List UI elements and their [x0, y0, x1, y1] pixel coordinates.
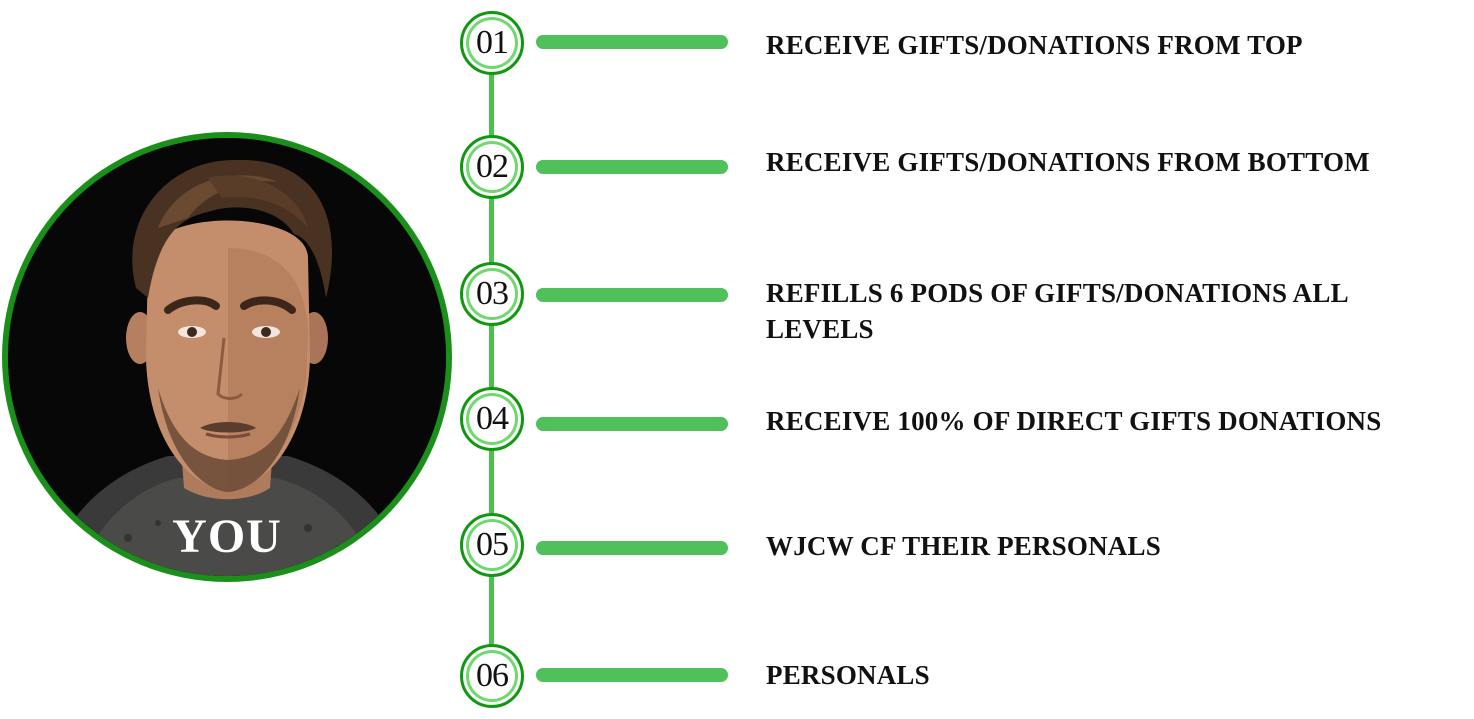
step-connector-bar: [536, 668, 728, 682]
step-text: RECEIVE GIFTS/DONATIONS FROM BOTTOM: [766, 147, 1370, 177]
step-connector-bar: [536, 541, 728, 555]
step-text: RECEIVE GIFTS/DONATIONS FROM TOP: [766, 30, 1303, 60]
step-number: 04: [476, 400, 509, 437]
portrait-illustration: [8, 138, 446, 576]
step-connector-bar: [536, 288, 728, 302]
avatar-label: YOU: [172, 510, 282, 563]
step-text: REFILLS 6 PODS OF GIFTS/DONATIONS ALL LE…: [766, 278, 1348, 344]
timeline-spine: [489, 60, 494, 680]
step-number: 05: [476, 526, 509, 563]
step-node-01: 01: [460, 11, 524, 75]
step-connector-bar: [536, 160, 728, 174]
step-node-06: 06: [460, 644, 524, 708]
step-number: 01: [476, 24, 509, 61]
step-text: RECEIVE 100% OF DIRECT GIFTS DONATIONS: [766, 406, 1382, 436]
step-node-05: 05: [460, 513, 524, 577]
step-number: 06: [476, 657, 509, 694]
step-number: 02: [476, 148, 509, 185]
step-text: WJCW CF THEIR PERSONALS: [766, 531, 1161, 561]
avatar-photo: YOU: [8, 138, 446, 576]
step-number: 03: [476, 275, 509, 312]
step-node-02: 02: [460, 135, 524, 199]
avatar: YOU: [2, 132, 452, 582]
step-node-04: 04: [460, 387, 524, 451]
step-connector-bar: [536, 417, 728, 431]
step-node-03: 03: [460, 262, 524, 326]
step-connector-bar: [536, 35, 728, 49]
step-text: PERSONALS: [766, 660, 930, 690]
